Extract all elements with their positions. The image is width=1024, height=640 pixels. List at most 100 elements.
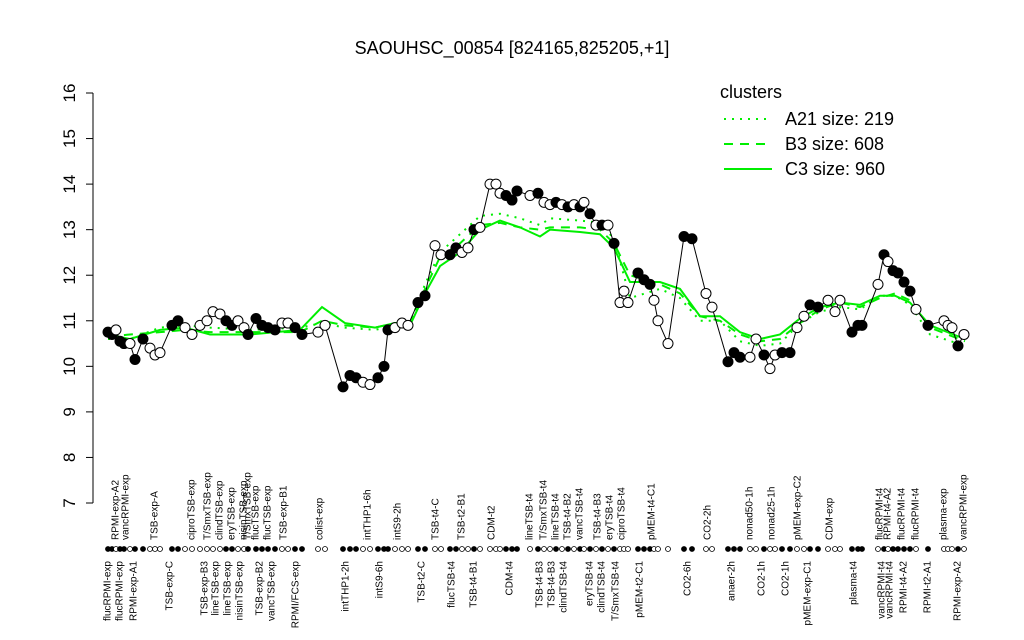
x-bottom-label: nisinTSB-exp: [235, 561, 246, 621]
rug-point: [581, 546, 587, 552]
y-tick-label: 10: [60, 357, 79, 376]
rug-point: [169, 546, 175, 552]
x-bottom-label: clindTSB-t4: [597, 561, 608, 613]
sample-point: [419, 290, 431, 302]
y-tick-label: 14: [60, 175, 79, 194]
sample-point: [444, 249, 456, 261]
sample-point: [632, 267, 644, 279]
x-bottom-label: lineTSB-exp: [223, 561, 234, 616]
rug-point: [832, 546, 838, 552]
rug-point: [737, 546, 743, 552]
rug-point: [665, 546, 671, 552]
rug-point: [204, 546, 210, 552]
rug-point: [265, 546, 271, 552]
x-bottom-label: vancRPMI-t4: [885, 561, 896, 619]
rug-point: [535, 546, 541, 552]
rug-point: [859, 546, 865, 552]
rug-point: [837, 546, 843, 552]
sample-point: [856, 319, 868, 331]
rug-point: [779, 546, 785, 552]
rug-point: [605, 546, 611, 552]
rug-point: [127, 546, 133, 552]
rug-point: [514, 546, 520, 552]
y-tick-label: 13: [60, 220, 79, 239]
sample-point: [364, 379, 376, 391]
x-bottom-label: RPMI-exp-A1: [129, 561, 140, 621]
rug-point: [340, 546, 346, 552]
sample-point: [232, 315, 244, 327]
rug-point: [315, 546, 321, 552]
rug-point: [725, 546, 731, 552]
x-top-label: flucTSB-exp: [251, 485, 262, 540]
x-bottom-label: RPMI-t4-A2: [899, 561, 910, 614]
x-top-label: eryTSB-exp: [227, 487, 238, 540]
sample-point: [700, 287, 712, 299]
sample-point: [958, 328, 970, 340]
x-top-label: vancTSB-t4: [575, 487, 586, 540]
sample-point: [846, 326, 858, 338]
x-top-label: ciproTSB-t4: [617, 487, 628, 540]
x-bottom-label: T/SmxTSB-t4: [611, 561, 622, 621]
x-top-label: nonad50-1h: [745, 487, 756, 540]
rug-point: [353, 546, 359, 552]
y-tick-label: 11: [60, 312, 79, 330]
sample-point: [652, 315, 664, 327]
rug-point: [635, 546, 641, 552]
sample-point: [892, 267, 904, 279]
rug-point: [753, 546, 759, 552]
sample-point: [602, 219, 614, 231]
x-top-label: T/SmxTSB-exp: [243, 472, 254, 540]
x-top-label: RPMI-t4-A2: [883, 487, 894, 540]
rug-point: [509, 546, 515, 552]
rug-point: [189, 546, 195, 552]
sample-point: [214, 308, 226, 320]
rug-point: [689, 546, 695, 552]
rug-point: [703, 546, 709, 552]
sample-point: [722, 356, 734, 368]
sample-line: [107, 183, 965, 389]
sample-point: [584, 208, 596, 220]
rug-point: [527, 546, 533, 552]
x-top-label: pMEM-exp-C2: [793, 475, 804, 540]
x-bottom-label: intTHP1-2h: [341, 561, 352, 612]
sample-point: [578, 196, 590, 208]
sample-point: [296, 328, 308, 340]
rug-point: [801, 546, 807, 552]
x-bottom-label: anaer-2h: [727, 561, 738, 601]
rug-point: [503, 546, 509, 552]
sample-point: [429, 240, 441, 252]
rug-point: [253, 546, 259, 552]
x-bottom-label: RPMI-exp-A2: [953, 561, 964, 621]
x-top-label: pMEM-t4-C1: [647, 483, 658, 540]
rug-point: [415, 546, 421, 552]
sample-point: [179, 322, 191, 334]
sample-point: [337, 381, 349, 393]
rug-point: [747, 546, 753, 552]
x-bottom-label: pMEM-t2-C1: [635, 561, 646, 618]
rug-point: [913, 546, 919, 552]
y-tick-label: 12: [60, 266, 79, 285]
y-tick-label: 7: [60, 498, 79, 507]
x-top-label: nonad25-1h: [767, 487, 778, 540]
sample-point: [378, 360, 390, 372]
rug-point: [140, 546, 146, 552]
sample-point: [882, 256, 894, 268]
rug-point: [794, 546, 800, 552]
x-top-label: TSB-exp-A: [150, 491, 161, 540]
sample-point: [312, 326, 324, 338]
sample-point: [706, 301, 718, 313]
sample-point: [791, 322, 803, 334]
x-top-label: intS9-2h: [393, 503, 404, 540]
sample-point: [129, 354, 141, 365]
sample-point: [506, 194, 518, 206]
rug-point: [487, 546, 493, 552]
x-bottom-label: RPMI-t2-A1: [923, 561, 934, 614]
rug-point: [709, 546, 715, 552]
rug-point: [955, 546, 961, 552]
rug-point: [571, 546, 577, 552]
sample-point: [319, 319, 331, 331]
x-top-label: RPMI-exp-A2: [111, 480, 122, 540]
y-tick-label: 16: [60, 84, 79, 103]
rug-point: [459, 546, 465, 552]
